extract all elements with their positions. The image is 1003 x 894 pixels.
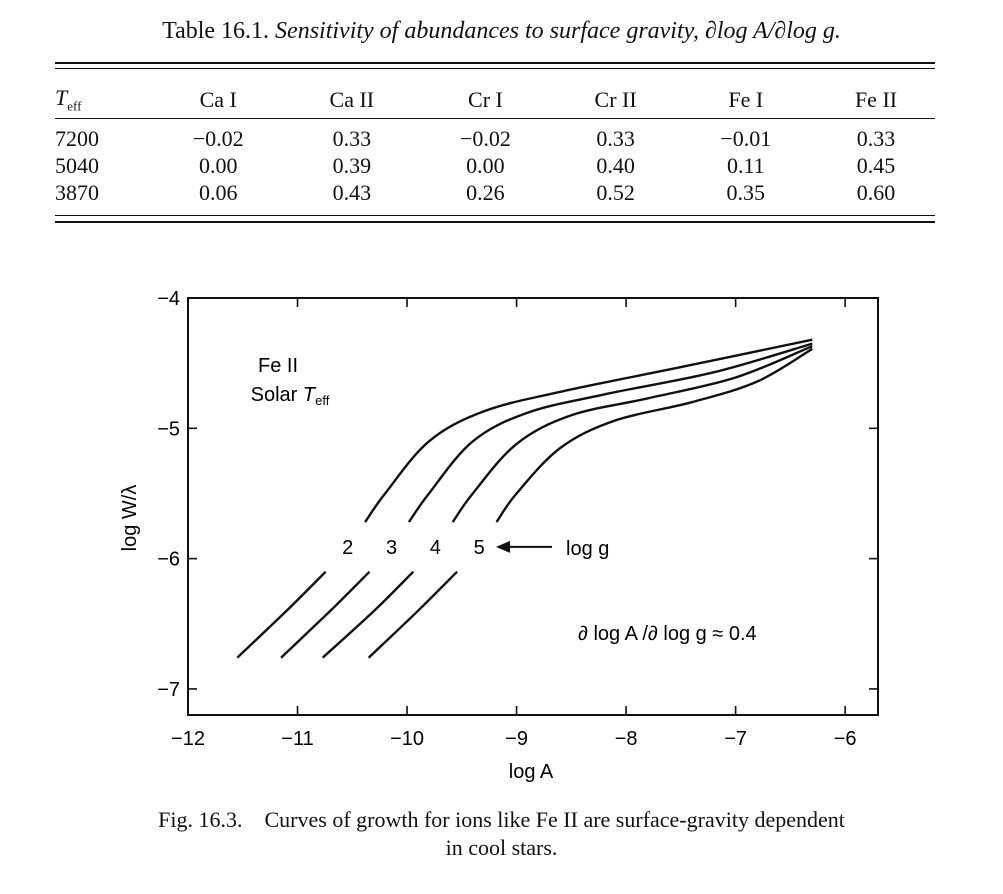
table-row: 7200 −0.02 0.33 −0.02 0.33 −0.01 0.33 [55, 117, 935, 152]
curve-log-g-3-lower [280, 570, 371, 659]
plot-curves: 2 3 4 5 [236, 338, 813, 659]
table-cell: 0.00 [466, 153, 505, 178]
table-bottom-rule-2 [55, 221, 935, 223]
x-tick-label: −9 [505, 728, 528, 750]
plot-annotations: Fe II Solar Teff log g ∂ log A /∂ log g … [119, 355, 757, 783]
table-cell: 0.45 [856, 153, 896, 178]
table-cell: 0.11 [726, 153, 765, 178]
header-ca-ii: Ca II [329, 87, 375, 112]
header-fe-ii: Fe II [854, 87, 898, 112]
table-header-rule [55, 118, 935, 119]
table-cell: 0.00 [198, 153, 238, 178]
curve-label-2: 2 [342, 537, 353, 559]
teff-label: Solar Teff [251, 384, 330, 408]
table-top-rule [55, 62, 935, 64]
table-cell: 5040 [55, 153, 99, 178]
header-teff: Teff [55, 85, 82, 114]
curve-log-g-2-lower [236, 570, 327, 659]
curve-log-g-2-upper [364, 338, 813, 523]
table-cell: −0.02 [192, 126, 244, 151]
table-caption: Table 16.1. Sensitivity of abundances to… [0, 16, 1003, 46]
y-axis-label: log W/λ [119, 485, 141, 552]
table-cell: 0.06 [198, 180, 238, 205]
table-cell: 0.52 [596, 180, 635, 205]
x-tick-label: −10 [390, 728, 424, 750]
table-caption-text: Sensitivity of abundances to surface gra… [275, 18, 841, 44]
curve-of-growth-chart: −12 −11 −10 −9 −8 −7 −6 −4 −5 −6 −7 2 3 4 5 Fe II Sol… [119, 288, 879, 783]
x-tick-label: −8 [615, 728, 638, 750]
table-cell: 0.33 [596, 126, 635, 151]
table-bottom-rule [55, 215, 935, 216]
x-axis-label: log A [509, 761, 554, 783]
figure-caption-line-1: Fig. 16.3. Curves of growth for ions lik… [158, 807, 845, 832]
header-fe-i: Fe I [728, 87, 764, 112]
curve-label-5: 5 [474, 537, 485, 559]
curve-log-g-4-upper [451, 345, 813, 523]
y-tick-label: −5 [157, 418, 180, 440]
table-cell: −0.02 [459, 126, 511, 151]
table-top-rule-2 [55, 68, 935, 69]
ion-label: Fe II [258, 355, 298, 377]
curve-label-3: 3 [386, 537, 397, 559]
table-header-row: Teff Ca I Ca II Cr I Cr II Fe I Fe II [55, 83, 935, 117]
curve-log-g-4-lower [321, 570, 415, 659]
x-tick-label: −7 [724, 728, 747, 750]
table-cell: 0.33 [856, 126, 896, 151]
abundance-sensitivity-table: Teff Ca I Ca II Cr I Cr II Fe I Fe II 72… [55, 83, 935, 206]
table-row: 3870 0.06 0.43 0.26 0.52 0.35 0.60 [55, 179, 935, 206]
table-cell: −0.01 [720, 126, 772, 151]
table-cell: 0.39 [332, 153, 372, 178]
table-cell: 0.60 [856, 180, 896, 205]
y-tick-label: −6 [157, 549, 180, 571]
log-g-arrow-label: log g [566, 538, 609, 560]
figure-caption-line-2: in cool stars. [445, 835, 558, 860]
table-cell: 0.33 [332, 126, 372, 151]
table-cell: 0.35 [726, 180, 766, 205]
plot-ticks: −12 −11 −10 −9 −8 −7 −6 −4 −5 −6 −7 [157, 288, 878, 750]
table-caption-label: Table 16.1. [162, 18, 270, 44]
plot-frame [187, 297, 879, 716]
y-tick-label: −7 [157, 679, 180, 701]
x-tick-label: −11 [281, 728, 313, 750]
header-ca-i: Ca I [199, 87, 237, 112]
plot-axes [187, 297, 879, 716]
y-tick-label: −4 [157, 288, 180, 310]
figure-caption: Fig. 16.3. Curves of growth for ions lik… [0, 806, 1003, 862]
log-g-arrow-head [496, 540, 510, 553]
curve-label-4: 4 [430, 537, 441, 559]
table-cell: 7200 [55, 126, 99, 151]
table-cell: 3870 [55, 180, 99, 205]
header-cr-ii: Cr II [594, 87, 637, 112]
table-row: 5040 0.00 0.39 0.00 0.40 0.11 0.45 [55, 152, 935, 179]
curve-log-g-3-upper [407, 342, 813, 523]
curve-log-g-5-upper [495, 347, 813, 523]
table-cell: 0.43 [332, 180, 372, 205]
x-tick-label: −12 [171, 728, 205, 750]
curve-log-g-5-lower [367, 570, 458, 659]
header-cr-i: Cr I [468, 87, 503, 112]
table-cell: 0.40 [596, 153, 635, 178]
derivative-relation-label: ∂ log A /∂ log g ≈ 0.4 [578, 623, 757, 645]
table-cell: 0.26 [466, 180, 505, 205]
x-tick-label: −6 [834, 728, 857, 750]
